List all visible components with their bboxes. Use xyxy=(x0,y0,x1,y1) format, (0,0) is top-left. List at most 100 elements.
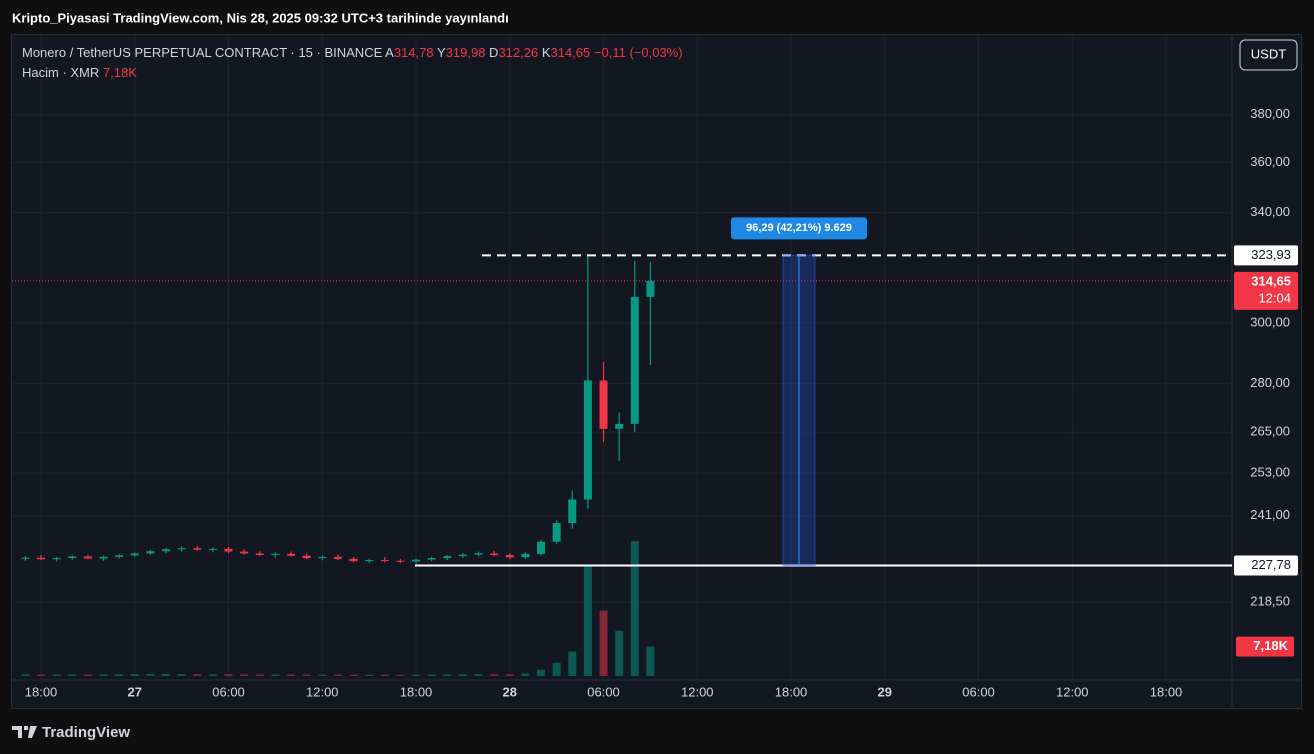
volume-bar xyxy=(287,674,296,676)
volume-bar xyxy=(490,674,499,676)
volume-bar xyxy=(521,673,530,676)
legend-volume-value: 7,18K xyxy=(103,65,137,80)
legend-item: 319,98 xyxy=(446,45,486,60)
countdown: 12:04 xyxy=(1258,290,1291,305)
legend-item: 314,78 xyxy=(394,45,434,60)
x-tick-label: 18:00 xyxy=(1150,684,1183,699)
volume-bars xyxy=(21,541,655,676)
candle-body xyxy=(318,556,327,559)
volume-bar xyxy=(427,674,436,676)
candle-body xyxy=(162,549,171,552)
candle-body xyxy=(412,559,421,562)
candle-body xyxy=(302,555,311,559)
x-tick-label: 29 xyxy=(878,684,892,699)
candle-body xyxy=(333,556,342,559)
candle-body xyxy=(583,380,592,500)
candle-body xyxy=(490,553,499,555)
legend-item: Monero / TetherUS PERPETUAL CONTRACT · 1… xyxy=(22,45,383,60)
volume-bar xyxy=(177,674,186,676)
x-tick-label: 12:00 xyxy=(681,684,714,699)
candle-body xyxy=(427,558,436,560)
candle-body xyxy=(474,553,483,555)
x-tick-label: 06:00 xyxy=(962,684,995,699)
volume-bar xyxy=(615,631,624,676)
candle-body xyxy=(99,556,108,559)
y-tick-label: 218,50 xyxy=(1250,594,1290,609)
legend-item: −0,11 xyxy=(594,45,626,60)
candle-body xyxy=(146,551,155,554)
candle-body xyxy=(615,423,624,429)
candle-body xyxy=(505,554,514,558)
y-tick-label: 241,00 xyxy=(1250,507,1290,522)
x-tick-label: 18:00 xyxy=(775,684,808,699)
x-tick-label: 06:00 xyxy=(587,684,620,699)
volume-bar xyxy=(162,674,171,676)
legend-item: 312,26 xyxy=(498,45,538,60)
volume-bar xyxy=(21,674,30,676)
candle-body xyxy=(537,541,546,554)
candle-body xyxy=(52,558,61,560)
volume-bar xyxy=(599,610,608,676)
volume-bar xyxy=(443,674,452,676)
y-tick-label: 265,00 xyxy=(1250,424,1290,439)
candle-body xyxy=(255,553,264,555)
legend-line: Monero / TetherUS PERPETUAL CONTRACT · 1… xyxy=(22,45,683,60)
volume-bar xyxy=(130,673,139,676)
volume-bar xyxy=(302,674,311,676)
price-label-box xyxy=(1234,555,1298,576)
currency-button[interactable]: USDT xyxy=(1239,39,1298,71)
price-label: 227,78 xyxy=(1251,557,1291,572)
brand-name: TradingView xyxy=(42,724,130,741)
volume-bar xyxy=(365,674,374,676)
volume-bar xyxy=(333,674,342,676)
legend-item: (−0,03%) xyxy=(629,45,682,60)
x-tick-label: 18:00 xyxy=(400,684,433,699)
candle-body xyxy=(568,499,577,524)
volume-bar xyxy=(37,674,46,676)
legend-item: Y xyxy=(437,45,446,60)
y-tick-label: 340,00 xyxy=(1250,204,1290,219)
legend-volume: Hacim · XMR 7,18K xyxy=(22,65,137,80)
volume-bar xyxy=(458,674,467,676)
volume-bar xyxy=(68,674,77,676)
volume-bar xyxy=(318,674,327,676)
candle-body xyxy=(599,380,608,429)
volume-bar xyxy=(552,662,561,676)
candle-body xyxy=(37,557,46,560)
header: Kripto_Piyasasi TradingView.com, Nis 28,… xyxy=(12,10,509,25)
candle-body xyxy=(240,551,249,554)
volume-bar xyxy=(208,674,217,676)
candle-body xyxy=(443,556,452,559)
candle-body xyxy=(396,560,405,562)
candle-body xyxy=(287,553,296,556)
candle-body xyxy=(646,280,655,297)
currency-button-frame[interactable] xyxy=(1239,39,1298,71)
volume-bar xyxy=(646,646,655,676)
candle-body xyxy=(365,559,374,562)
y-tick-label: 280,00 xyxy=(1250,375,1290,390)
candle-body xyxy=(458,554,467,557)
volume-bar xyxy=(99,674,108,676)
volume-bar xyxy=(380,674,389,676)
brand: TradingView xyxy=(12,724,130,741)
legend-item: K xyxy=(542,45,551,60)
currency-label[interactable]: USDT xyxy=(1251,46,1286,61)
candle-body xyxy=(349,558,358,562)
last-price-label: 314,65 xyxy=(1251,273,1291,288)
x-tick-label: 27 xyxy=(128,684,142,699)
candle-body xyxy=(208,548,217,550)
legend-item: A xyxy=(385,45,394,60)
legend-volume-name: Hacim · XMR xyxy=(22,65,99,80)
y-tick-label: 360,00 xyxy=(1250,154,1290,169)
legend-item: 314,65 xyxy=(551,45,591,60)
candle-body xyxy=(130,553,139,556)
y-tick-label: 300,00 xyxy=(1250,314,1290,329)
measure-label-box xyxy=(731,217,867,240)
volume-bar xyxy=(396,674,405,676)
volume-bar xyxy=(537,669,546,676)
candle-body xyxy=(224,548,233,552)
candles xyxy=(21,255,655,564)
volume-bar xyxy=(193,674,202,676)
x-tick-label: 18:00 xyxy=(25,684,58,699)
